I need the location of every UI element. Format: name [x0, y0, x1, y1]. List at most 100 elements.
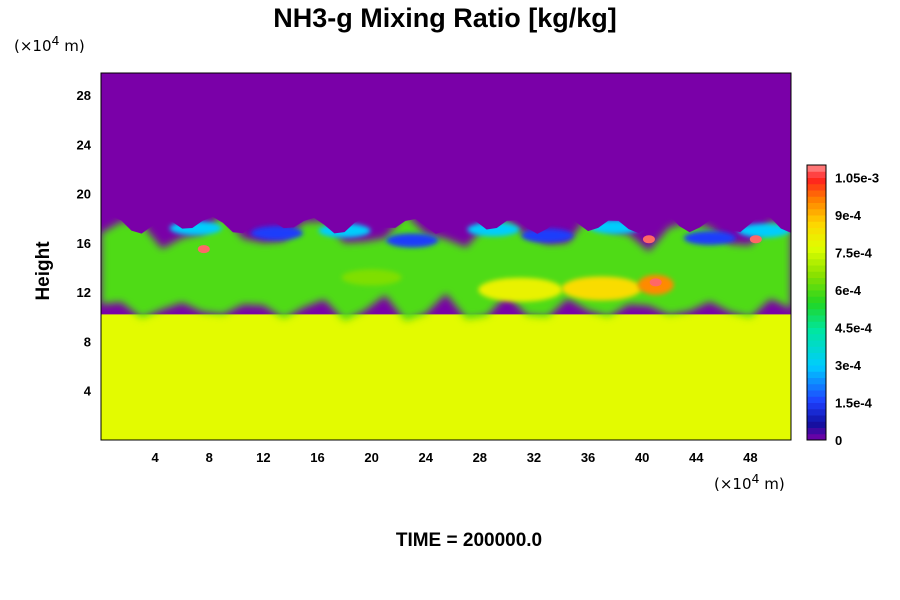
- colorbar-level: [807, 265, 826, 272]
- y-tick-label: 20: [77, 187, 91, 202]
- colorbar-level: [807, 196, 826, 203]
- x-tick-label: 40: [635, 450, 649, 465]
- x-tick-label: 36: [581, 450, 595, 465]
- x-tick-label: 8: [206, 450, 213, 465]
- colorbar-level: [807, 333, 826, 341]
- y-unit-prefix: (×10: [14, 37, 52, 55]
- interface-eddy: [683, 231, 736, 246]
- colorbar-level: [807, 277, 826, 285]
- y-tick-label: 24: [77, 137, 92, 152]
- hot-spot: [197, 245, 210, 254]
- hot-spot: [642, 235, 655, 244]
- colorbar-level: [807, 183, 826, 191]
- colorbar-level: [807, 408, 826, 416]
- mixing-ratio-field: [101, 73, 791, 440]
- x-tick-label: 28: [473, 450, 487, 465]
- colorbar: [806, 164, 827, 441]
- mixed-patch: [341, 269, 402, 286]
- plot-frame: [100, 72, 792, 441]
- x-tick-label: 48: [743, 450, 757, 465]
- x-unit-exponent: 4: [751, 471, 760, 486]
- x-unit-prefix: (×10: [714, 475, 752, 493]
- colorbar-level: [807, 321, 826, 328]
- x-tick-label: 44: [689, 450, 704, 465]
- y-tick-label: 12: [77, 285, 91, 300]
- colorbar-level: [807, 390, 826, 397]
- y-axis-unit: (×104 m): [14, 33, 85, 55]
- y-tick-label: 16: [77, 236, 91, 251]
- colorbar-level: [807, 233, 826, 241]
- colorbar-level: [807, 227, 826, 235]
- mixed-patch: [478, 277, 563, 302]
- colorbar-tick-label: 4.5e-4: [835, 321, 873, 336]
- hot-spot: [749, 235, 762, 244]
- colorbar-tick-label: 1.5e-4: [835, 396, 873, 411]
- colorbar-level: [807, 240, 826, 247]
- colorbar-level: [807, 377, 826, 385]
- colorbar-level: [807, 171, 826, 178]
- colorbar-tick-label: 7.5e-4: [835, 246, 873, 261]
- colorbar-level: [807, 358, 826, 366]
- time-label: TIME = 200000.0: [395, 530, 543, 551]
- colorbar-level: [807, 371, 826, 378]
- y-tick-label: 8: [84, 334, 91, 349]
- x-tick-label: 16: [310, 450, 324, 465]
- lower-layer: [101, 314, 791, 440]
- colorbar-level: [807, 296, 826, 303]
- colorbar-tick-label: 0: [835, 433, 842, 448]
- hot-spot: [649, 278, 662, 287]
- colorbar-level: [807, 433, 826, 441]
- y-unit-exponent: 4: [51, 33, 60, 48]
- y-axis-ticks: 4 8 12 16 20 24 28: [77, 88, 92, 399]
- colorbar-level: [807, 246, 826, 253]
- colorbar-level: [807, 215, 826, 222]
- colorbar-level: [807, 327, 826, 335]
- colorbar-level: [807, 352, 826, 360]
- x-tick-label: 20: [364, 450, 378, 465]
- interface-eddy: [386, 233, 439, 248]
- colorbar-level: [807, 258, 826, 266]
- chart-title: NH3-g Mixing Ratio [kg/kg]: [273, 3, 617, 33]
- colorbar-level: [807, 308, 826, 316]
- colorbar-level: [807, 177, 826, 185]
- colorbar-level: [807, 252, 826, 260]
- colorbar-level: [807, 190, 826, 197]
- colorbar-level: [807, 165, 826, 172]
- x-tick-label: 32: [527, 450, 541, 465]
- upper-layer-edge: [101, 73, 791, 234]
- interface-eddy: [467, 222, 520, 237]
- colorbar-level: [807, 365, 826, 372]
- x-axis-unit: (×104 m): [714, 471, 785, 493]
- colorbar-level: [807, 271, 826, 278]
- colorbar-ticks: 0 1.5e-4 3e-4 4.5e-4 6e-4 7.5e-4 9e-4 1.05e-3: [835, 171, 879, 449]
- colorbar-level: [807, 427, 826, 435]
- colorbar-level: [807, 383, 826, 391]
- colorbar-level: [807, 283, 826, 291]
- interface-eddy: [250, 226, 303, 241]
- colorbar-tick-label: 6e-4: [835, 283, 862, 298]
- interface-eddy: [737, 223, 790, 238]
- colorbar-level: [807, 396, 826, 403]
- mixed-patch: [561, 276, 642, 301]
- colorbar-level: [807, 221, 826, 228]
- y-unit-suffix: m): [59, 37, 85, 55]
- colorbar-frame: [806, 164, 827, 441]
- x-unit-suffix: m): [759, 475, 785, 493]
- colorbar-level: [807, 415, 826, 422]
- colorbar-level: [807, 208, 826, 216]
- colorbar-level: [807, 346, 826, 353]
- colorbar-tick-label: 3e-4: [835, 358, 862, 373]
- y-tick-label: 4: [84, 384, 92, 399]
- colorbar-tick-label: 1.05e-3: [835, 171, 879, 186]
- x-tick-label: 24: [418, 450, 433, 465]
- colorbar-level: [807, 290, 826, 297]
- colorbar-level: [807, 402, 826, 410]
- x-tick-label: 12: [256, 450, 270, 465]
- x-tick-label: 4: [152, 450, 160, 465]
- colorbar-level: [807, 340, 826, 347]
- colorbar-tick-label: 9e-4: [835, 208, 862, 223]
- colorbar-level: [807, 202, 826, 210]
- colorbar-level: [807, 315, 826, 322]
- y-tick-label: 28: [77, 88, 91, 103]
